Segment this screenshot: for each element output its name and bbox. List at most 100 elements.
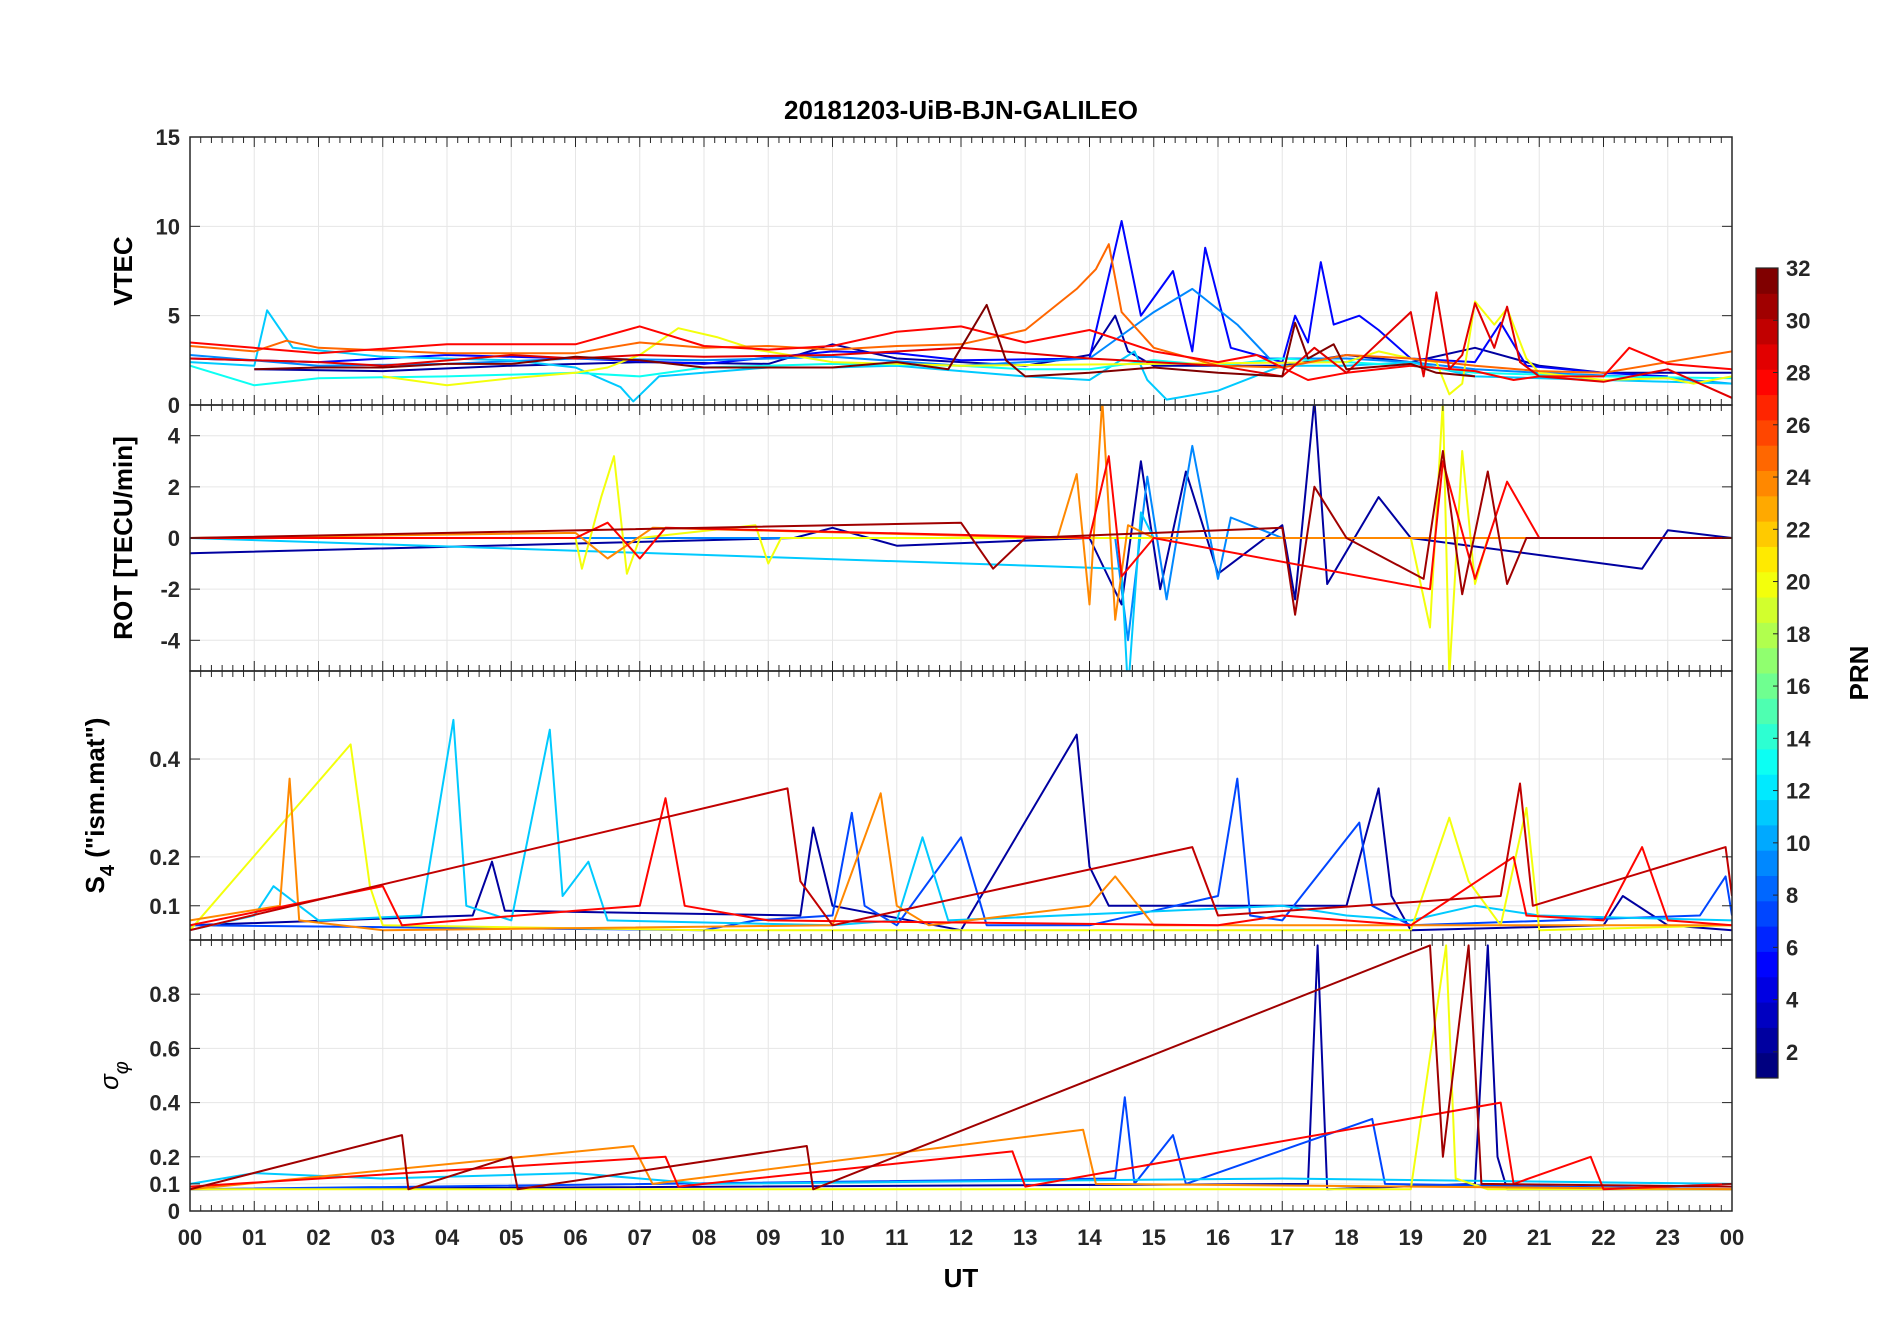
colorbar-tick-label: 4 xyxy=(1786,988,1799,1013)
y-tick-label: 0.2 xyxy=(149,1145,180,1170)
y-axis-label-vtec: VTEC xyxy=(108,236,138,306)
y-tick-label: 0.1 xyxy=(149,894,180,919)
y-tick-label: 0.2 xyxy=(149,845,180,870)
series-prn-11 xyxy=(190,718,1732,932)
colorbar-segment xyxy=(1756,799,1778,826)
series-group xyxy=(190,718,1732,932)
y-axis-label-rot: ROT [TECU/min] xyxy=(108,436,138,640)
series-prn-31 xyxy=(190,944,1732,1191)
x-tick-label: 06 xyxy=(563,1225,587,1250)
series-prn-2 xyxy=(190,944,1732,1191)
series-group xyxy=(190,220,1732,403)
colorbar-segment xyxy=(1756,748,1778,775)
x-tick-label: 07 xyxy=(628,1225,652,1250)
panel-rot: -4 -2 0 2 4 ROT [TECU/min] xyxy=(108,404,1733,672)
colorbar-segment xyxy=(1756,926,1778,952)
x-tick-label: 12 xyxy=(949,1225,973,1250)
series-group xyxy=(190,405,1732,671)
colorbar-tick-label: 18 xyxy=(1786,622,1810,647)
x-tick-label: 13 xyxy=(1013,1225,1037,1250)
x-tick-label: 04 xyxy=(435,1225,460,1250)
x-tick-label: 00 xyxy=(178,1225,202,1250)
x-tick-label: 00 xyxy=(1720,1225,1744,1250)
y-axis-label-s4: S4 ("ism.mat") xyxy=(80,718,119,894)
chart-title: 20181203-UiB-BJN-GALILEO xyxy=(784,95,1138,125)
colorbar-tick-label: 26 xyxy=(1786,413,1810,438)
series-prn-31 xyxy=(190,450,1732,616)
colorbar-segment xyxy=(1756,318,1778,345)
x-tick-label: 20 xyxy=(1463,1225,1487,1250)
y-tick-label: 0.4 xyxy=(149,747,180,772)
series-prn-24 xyxy=(190,405,1732,621)
colorbar-segment xyxy=(1756,419,1778,446)
colorbar-frame xyxy=(1755,267,1779,1079)
x-tick-label: 23 xyxy=(1656,1225,1680,1250)
colorbar-segment xyxy=(1756,1052,1778,1079)
colorbar-segment xyxy=(1756,546,1778,573)
x-tick-label: 22 xyxy=(1591,1225,1615,1250)
colorbar-label: PRN xyxy=(1844,646,1874,701)
colorbar-tick-label: 12 xyxy=(1786,779,1810,804)
y-tick-label: 0.4 xyxy=(149,1091,180,1116)
series-prn-20 xyxy=(190,743,1732,932)
series-prn-28 xyxy=(190,1101,1732,1191)
colorbar-tick-label: 6 xyxy=(1786,935,1798,960)
colorbar-segment xyxy=(1756,1027,1778,1054)
series-prn-9 xyxy=(190,444,1732,642)
series-group xyxy=(190,944,1732,1191)
x-tick-label: 09 xyxy=(756,1225,780,1250)
colorbar-tick-label: 24 xyxy=(1786,465,1811,490)
y-tick-label: 0.6 xyxy=(149,1036,180,1061)
colorbar-segment xyxy=(1756,394,1778,421)
x-tick-label: 05 xyxy=(499,1225,523,1250)
x-tick-label: 02 xyxy=(306,1225,330,1250)
series-prn-30 xyxy=(190,782,1732,932)
x-tick-label: 03 xyxy=(371,1225,395,1250)
y-tick-label: 4 xyxy=(168,424,181,449)
colorbar-segment xyxy=(1756,900,1778,927)
colorbar-tick-label: 16 xyxy=(1786,674,1810,699)
colorbar-segment xyxy=(1756,571,1778,598)
colorbar-segment xyxy=(1756,1002,1778,1028)
colorbar-tick-label: 28 xyxy=(1786,361,1810,386)
series-prn-20 xyxy=(190,944,1732,1191)
y-tick-label: 10 xyxy=(156,214,180,239)
y-tick-label: -2 xyxy=(160,577,180,602)
colorbar-segment xyxy=(1756,824,1778,851)
y-tick-label: -4 xyxy=(160,628,180,653)
panel-sigma-phi: 00.10.2 0.4 0.6 0.8 σφ xyxy=(94,939,1733,1224)
panel-vtec: 0 5 10 15 VTEC xyxy=(108,125,1733,418)
colorbar-segment xyxy=(1756,647,1778,674)
x-tick-label: 17 xyxy=(1270,1225,1294,1250)
colorbar-tick-label: 2 xyxy=(1786,1040,1798,1065)
series-prn-20 xyxy=(190,405,1732,671)
series-prn-32 xyxy=(254,303,1476,378)
series-prn-20 xyxy=(382,300,1732,396)
series-prn-11 xyxy=(190,309,1732,403)
y-axis-label-sigma-phi: σφ xyxy=(94,1061,133,1090)
x-axis-label: UT xyxy=(944,1263,979,1293)
panel-s4: 0.1 0.2 0.4 S4 ("ism.mat") xyxy=(80,670,1733,941)
series-prn-7 xyxy=(190,1096,1732,1191)
y-tick-label: 5 xyxy=(168,304,180,329)
y-tick-label: 0 xyxy=(168,526,180,551)
colorbar-segment xyxy=(1756,495,1778,522)
colorbar-segment xyxy=(1756,343,1778,370)
colorbar-tick-label: 32 xyxy=(1786,256,1810,281)
x-tick-label: 16 xyxy=(1206,1225,1230,1250)
colorbar-tick-label: 30 xyxy=(1786,308,1810,333)
series-prn-25 xyxy=(190,243,1732,374)
colorbar-segment xyxy=(1756,723,1778,750)
y-tick-label: 0 xyxy=(168,1199,180,1224)
colorbar-segment xyxy=(1756,470,1778,497)
colorbar-segment xyxy=(1756,673,1778,699)
series-prn-24 xyxy=(190,1128,1732,1191)
x-tick-label: 21 xyxy=(1527,1225,1551,1250)
colorbar-segment xyxy=(1756,976,1778,1003)
y-tick-label: 15 xyxy=(156,125,180,150)
x-tick-label: 10 xyxy=(820,1225,844,1250)
series-prn-24 xyxy=(190,777,1732,932)
